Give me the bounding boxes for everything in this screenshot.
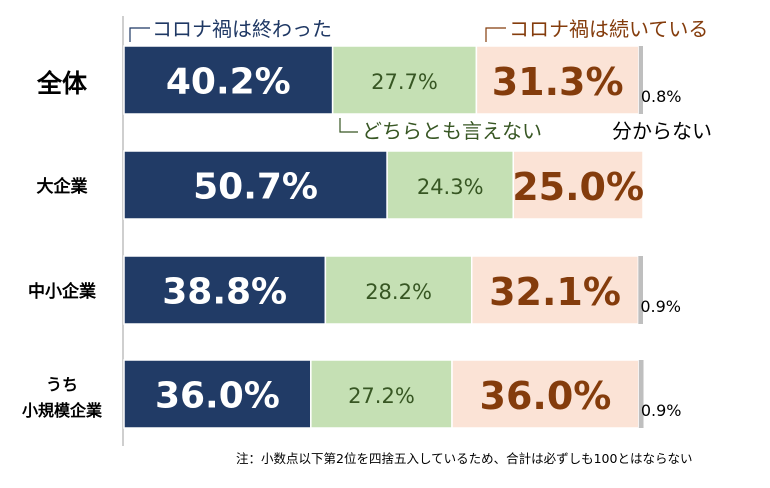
legend-continuing-leader [485, 27, 506, 42]
bar-neutral [310, 359, 453, 429]
data-label-neutral: 28.2% [365, 280, 432, 304]
row-label: 大企業 [37, 176, 88, 197]
bar-ended [123, 150, 388, 220]
data-label-ended: 50.7% [193, 167, 318, 208]
bar-unknown [638, 46, 643, 114]
data-label-neutral: 27.7% [371, 70, 438, 94]
bar-continuing [512, 150, 644, 220]
legend-neutral: どちらとも言えない [362, 119, 542, 143]
data-label-ended: 36.0% [155, 376, 280, 417]
data-label-ended: 38.8% [162, 272, 287, 313]
data-label-continuing: 36.0% [480, 374, 612, 418]
bar-continuing [475, 45, 640, 115]
bar-continuing [451, 359, 640, 429]
bar-neutral [386, 150, 514, 220]
data-label-continuing: 31.3% [492, 60, 624, 104]
data-label-unknown: 0.8% [641, 87, 682, 106]
data-label-continuing: 32.1% [489, 270, 621, 314]
bar-continuing [470, 255, 640, 325]
row-label: 小規模企業 [22, 401, 103, 420]
data-label-continuing: 25.0% [512, 165, 644, 209]
data-label-unknown: 0.9% [640, 297, 681, 316]
legend-ended: コロナ禍は終わった [152, 17, 332, 41]
legend-continuing: コロナ禍は続いている [509, 17, 708, 41]
bar-ended [123, 255, 327, 325]
bar-unknown [638, 256, 643, 324]
row-label: 全体 [36, 69, 88, 98]
bar-neutral [324, 255, 473, 325]
bar-neutral [331, 45, 478, 115]
legend-neutral-leader [339, 118, 358, 133]
legend-unknown: 分からない [612, 119, 712, 143]
data-label-ended: 40.2% [166, 62, 291, 103]
row-label: 中小企業 [28, 281, 96, 302]
legend-ended-leader [129, 27, 150, 42]
row-label: うち [46, 375, 78, 394]
data-label-unknown: 0.9% [641, 401, 682, 420]
data-label-neutral: 27.2% [348, 384, 415, 408]
data-label-neutral: 24.3% [417, 175, 484, 199]
bar-ended [123, 359, 312, 429]
footnote: 注：小数点以下第2位を四捨五入しているため、合計は必ずしも100とはならない [236, 451, 693, 466]
bar-unknown [638, 360, 644, 428]
